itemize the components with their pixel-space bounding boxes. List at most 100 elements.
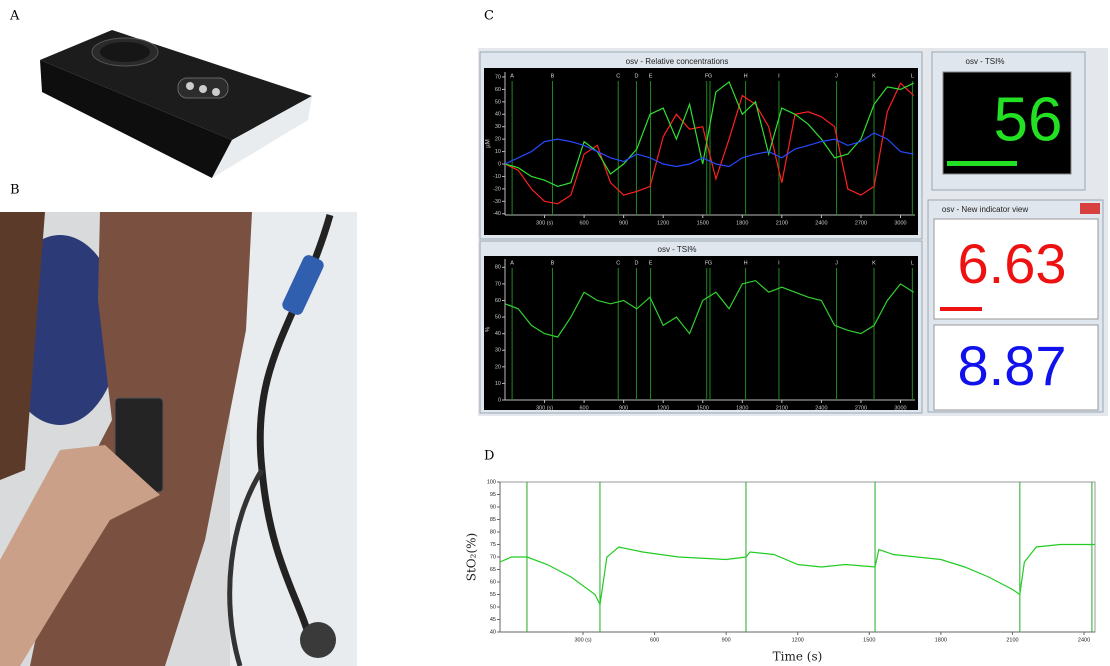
event-label: E — [649, 260, 653, 266]
x-tick-label: 1500 — [863, 637, 875, 643]
y-tick-label: 40 — [495, 331, 501, 337]
x-tick-label: 1200 — [792, 637, 804, 643]
y-tick-label: 60 — [495, 87, 501, 93]
data-line — [499, 543, 1095, 607]
x-tick-label: 300 (s) — [574, 637, 591, 643]
y-tick-label: 45 — [490, 617, 496, 623]
indicator-value: 56 — [994, 85, 1063, 154]
x-tick-label: 1800 — [935, 637, 947, 643]
x-tick-label: 1200 — [657, 220, 669, 226]
event-label: L — [911, 260, 914, 266]
x-tick-label: 900 — [619, 405, 628, 411]
window: osv - TSI% 56 — [931, 51, 1086, 191]
x-tick-label: 2400 — [815, 220, 827, 226]
x-tick-label: 3000 — [894, 220, 906, 226]
y-tick-label: 10 — [495, 381, 501, 387]
y-tick-label: -40 — [493, 211, 501, 217]
y-tick-label: 90 — [490, 504, 496, 510]
event-label: F — [705, 73, 709, 79]
x-tick-label: 1800 — [736, 220, 748, 226]
window-title: osv - Relative concentrations — [626, 57, 729, 66]
x-tick-label: 900 — [722, 637, 731, 643]
event-label: A — [510, 73, 514, 79]
y-tick-label: 95 — [490, 492, 496, 498]
x-tick-label: 900 — [619, 220, 628, 226]
x-tick-label: 2100 — [1006, 637, 1018, 643]
event-label: H — [744, 73, 748, 79]
window: osv - New indicator view 6.63 8.87 — [927, 199, 1104, 413]
y-tick-label: 30 — [495, 348, 501, 354]
device-photo — [40, 30, 312, 178]
x-tick-label: 600 — [580, 405, 589, 411]
y-tick-label: 30 — [495, 124, 501, 130]
x-tick-label: 2100 — [776, 405, 788, 411]
y-tick-label: 80 — [495, 265, 501, 271]
event-label: G — [708, 73, 712, 79]
event-label: J — [835, 73, 838, 79]
event-label: B — [551, 260, 555, 266]
arm-photo — [0, 212, 357, 666]
panel-label: D — [484, 449, 494, 464]
event-label: K — [872, 260, 876, 266]
event-label: I — [778, 260, 780, 266]
y-tick-label: 20 — [495, 364, 501, 370]
window-title: osv - New indicator view — [942, 205, 1028, 214]
event-label: A — [510, 260, 514, 266]
plot-frame — [499, 481, 1096, 633]
x-tick-label: 600 — [650, 637, 659, 643]
indicator-value: 6.63 — [958, 232, 1067, 295]
event-label: C — [616, 73, 620, 79]
y-tick-label: 60 — [490, 579, 496, 585]
y-tick-label: -30 — [493, 199, 501, 205]
y-tick-label: 40 — [490, 629, 496, 635]
x-tick-label: 1200 — [657, 405, 669, 411]
y-tick-label: -10 — [493, 174, 501, 180]
y-tick-label: 10 — [495, 149, 501, 155]
x-tick-label: 1800 — [736, 405, 748, 411]
x-tick-label: 2700 — [855, 405, 867, 411]
data-line — [504, 82, 915, 205]
event-label: L — [911, 73, 914, 79]
y-tick-label: 75 — [490, 542, 496, 548]
y-tick-label: 40 — [495, 112, 501, 118]
y-tick-label: 100 — [487, 479, 496, 485]
event-label: E — [649, 73, 653, 79]
x-tick-label: 2400 — [1078, 637, 1090, 643]
data-line — [504, 80, 914, 188]
event-label: I — [778, 73, 780, 79]
x-tick-label: 2700 — [855, 220, 867, 226]
y-tick-label: 55 — [490, 592, 496, 598]
y-tick-label: 70 — [495, 74, 501, 80]
event-label: K — [872, 73, 876, 79]
event-label: G — [708, 260, 712, 266]
x-tick-label: 1500 — [697, 220, 709, 226]
y-tick-label: 80 — [490, 529, 496, 535]
x-tick-label: 2100 — [776, 220, 788, 226]
x-tick-label: 300 (s) — [536, 220, 553, 226]
event-label: F — [705, 260, 709, 266]
x-tick-label: 300 (s) — [536, 405, 553, 411]
window: osv - TSI% — [479, 240, 923, 414]
x-tick-label: 3000 — [894, 405, 906, 411]
event-label: C — [616, 260, 620, 266]
y-axis-label: % — [486, 326, 492, 332]
indicator-value: 8.87 — [958, 334, 1067, 397]
y-tick-label: 70 — [495, 281, 501, 287]
y-tick-label: 20 — [495, 137, 501, 143]
y-tick-label: 0 — [498, 161, 501, 167]
event-label: D — [634, 73, 638, 79]
event-label: H — [744, 260, 748, 266]
data-line — [504, 132, 914, 168]
y-tick-label: 50 — [495, 315, 501, 321]
x-axis-label: Time (s) — [773, 650, 823, 664]
window-title: osv - TSI% — [966, 57, 1005, 66]
y-tick-label: 70 — [490, 554, 496, 560]
y-tick-label: 65 — [490, 567, 496, 573]
data-line — [504, 279, 915, 338]
x-tick-label: 600 — [580, 220, 589, 226]
event-label: D — [634, 260, 638, 266]
y-tick-label: 60 — [495, 298, 501, 304]
y-tick-label: -20 — [493, 186, 501, 192]
event-label: B — [551, 73, 555, 79]
